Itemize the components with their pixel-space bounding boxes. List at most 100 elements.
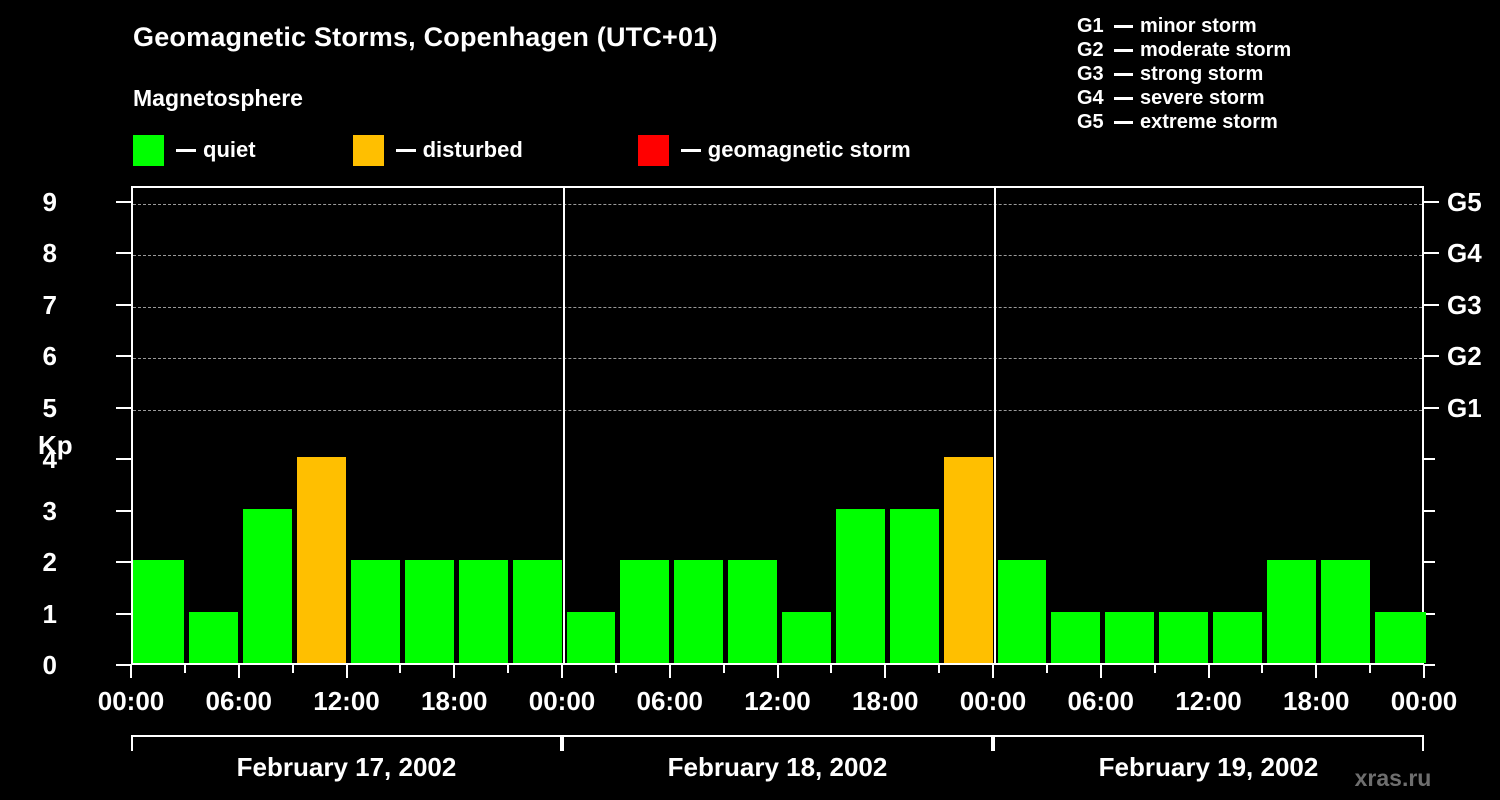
y-tick-label-4: 4: [42, 444, 57, 475]
g-tick-label-g3: G3: [1447, 289, 1482, 320]
g-tick-label-g4: G4: [1447, 238, 1482, 269]
legend-dash-icon: [395, 148, 416, 152]
watermark: xras.ru: [1354, 765, 1432, 791]
g-tick-mark-g1: [1424, 406, 1439, 409]
bar: [620, 560, 670, 663]
x-tick-mark: [884, 665, 887, 678]
x-tick-minor: [830, 665, 833, 673]
bar: [835, 508, 885, 663]
bar: [1159, 611, 1208, 663]
gridline-kp-7: [133, 306, 1422, 308]
legend-dash-icon: [680, 148, 701, 152]
x-tick-mark: [1099, 665, 1102, 678]
g-scale-code: G2: [1077, 38, 1104, 61]
g-tick-mark-g3: [1424, 303, 1439, 306]
bar: [889, 508, 939, 663]
bar: [297, 457, 346, 663]
bar: [243, 508, 293, 663]
legend-label: quiet: [203, 137, 256, 162]
x-tick-label: 12:00: [1175, 686, 1242, 716]
x-tick-minor: [1153, 665, 1156, 673]
g-scale-dash-icon: [1114, 48, 1133, 52]
y-tick-label-5: 5: [42, 392, 57, 423]
legend-swatch-icon: [133, 134, 164, 166]
bar: [674, 560, 724, 663]
g-scale-code: G3: [1077, 62, 1104, 85]
y-tick-mark-0: [116, 664, 131, 666]
x-tick-label: 18:00: [1283, 686, 1350, 716]
y-tick-label-8: 8: [42, 238, 57, 269]
x-tick-minor: [1261, 665, 1264, 673]
y-axis-title: Kp: [38, 430, 73, 460]
gridline-kp-6: [133, 358, 1422, 360]
g-scale-dash-icon: [1114, 24, 1133, 28]
g-scale-description: minor storm: [1140, 14, 1257, 37]
g-scale-legend-row-g1: G1 minor storm: [1077, 14, 1291, 38]
g-axis-minor-tick-0: [1424, 664, 1435, 666]
g-scale-dash-icon: [1114, 120, 1133, 124]
g-scale-code: G5: [1077, 110, 1104, 133]
x-tick-label: 06:00: [205, 686, 273, 716]
g-axis-minor-tick-2: [1424, 561, 1435, 564]
x-tick-minor: [183, 665, 186, 673]
y-tick-label-9: 9: [42, 187, 57, 217]
y-tick-label-6: 6: [42, 341, 57, 372]
plot-area: [131, 186, 1426, 665]
x-tick-label: 12:00: [744, 686, 811, 716]
legend-entry-quiet: quiet: [133, 134, 256, 166]
day-divider: [994, 188, 996, 663]
legend-label: geomagnetic storm: [707, 137, 911, 162]
y-tick-label-0: 0: [42, 650, 57, 680]
y-tick-mark-6: [116, 355, 131, 358]
y-tick-mark-9: [116, 201, 131, 203]
gridline-kp-8: [133, 255, 1422, 257]
bar: [1051, 611, 1101, 663]
y-tick-mark-8: [116, 252, 131, 255]
g-scale-dash-icon: [1114, 96, 1133, 100]
bar: [351, 560, 400, 663]
x-tick-mark: [1423, 665, 1425, 678]
x-tick-label: 00:00: [959, 686, 1027, 716]
y-tick-mark-5: [116, 406, 131, 409]
legend-entry-disturbed: disturbed: [352, 134, 523, 166]
g-scale-description: extreme storm: [1140, 110, 1278, 133]
bar: [1374, 611, 1426, 663]
x-tick-minor: [614, 665, 617, 673]
x-tick-minor: [1045, 665, 1048, 673]
bar: [566, 611, 616, 663]
g-tick-label-g5: G5: [1447, 187, 1482, 217]
bar: [1320, 560, 1370, 663]
bar: [1213, 611, 1262, 663]
g-tick-mark-g5: [1424, 201, 1439, 203]
g-scale-description: strong storm: [1140, 62, 1264, 85]
g-tick-label-g2: G2: [1447, 341, 1482, 372]
bar: [133, 560, 185, 663]
y-tick-mark-1: [116, 612, 131, 615]
bar: [943, 457, 993, 663]
y-tick-mark-3: [116, 509, 131, 512]
g-tick-label-g1: G1: [1447, 392, 1482, 423]
x-tick-label: 06:00: [636, 686, 704, 716]
y-tick-mark-7: [116, 303, 131, 306]
y-tick-label-1: 1: [42, 598, 57, 629]
g-scale-description: severe storm: [1140, 86, 1265, 109]
gridline-kp-9: [133, 204, 1422, 205]
legend-label: disturbed: [422, 137, 523, 162]
y-tick-mark-2: [116, 561, 131, 564]
x-tick-minor: [291, 665, 294, 673]
g-scale-code: G1: [1077, 14, 1104, 37]
x-tick-minor: [722, 665, 725, 673]
g-axis-minor-tick-3: [1424, 509, 1435, 512]
y-tick-label-7: 7: [42, 289, 57, 320]
x-tick-mark: [345, 665, 348, 678]
date-label: February 18, 2002: [667, 752, 888, 782]
bar: [997, 560, 1047, 663]
x-tick-mark: [668, 665, 671, 678]
legend-swatch-icon: [352, 134, 384, 166]
legend-dash-icon: [176, 148, 196, 152]
legend-entry-geomagnetic-storm: geomagnetic storm: [637, 134, 911, 166]
x-tick-mark: [1315, 665, 1318, 678]
g-scale-description: moderate storm: [1140, 38, 1292, 61]
date-bracket: [562, 735, 993, 751]
x-tick-mark: [776, 665, 779, 678]
